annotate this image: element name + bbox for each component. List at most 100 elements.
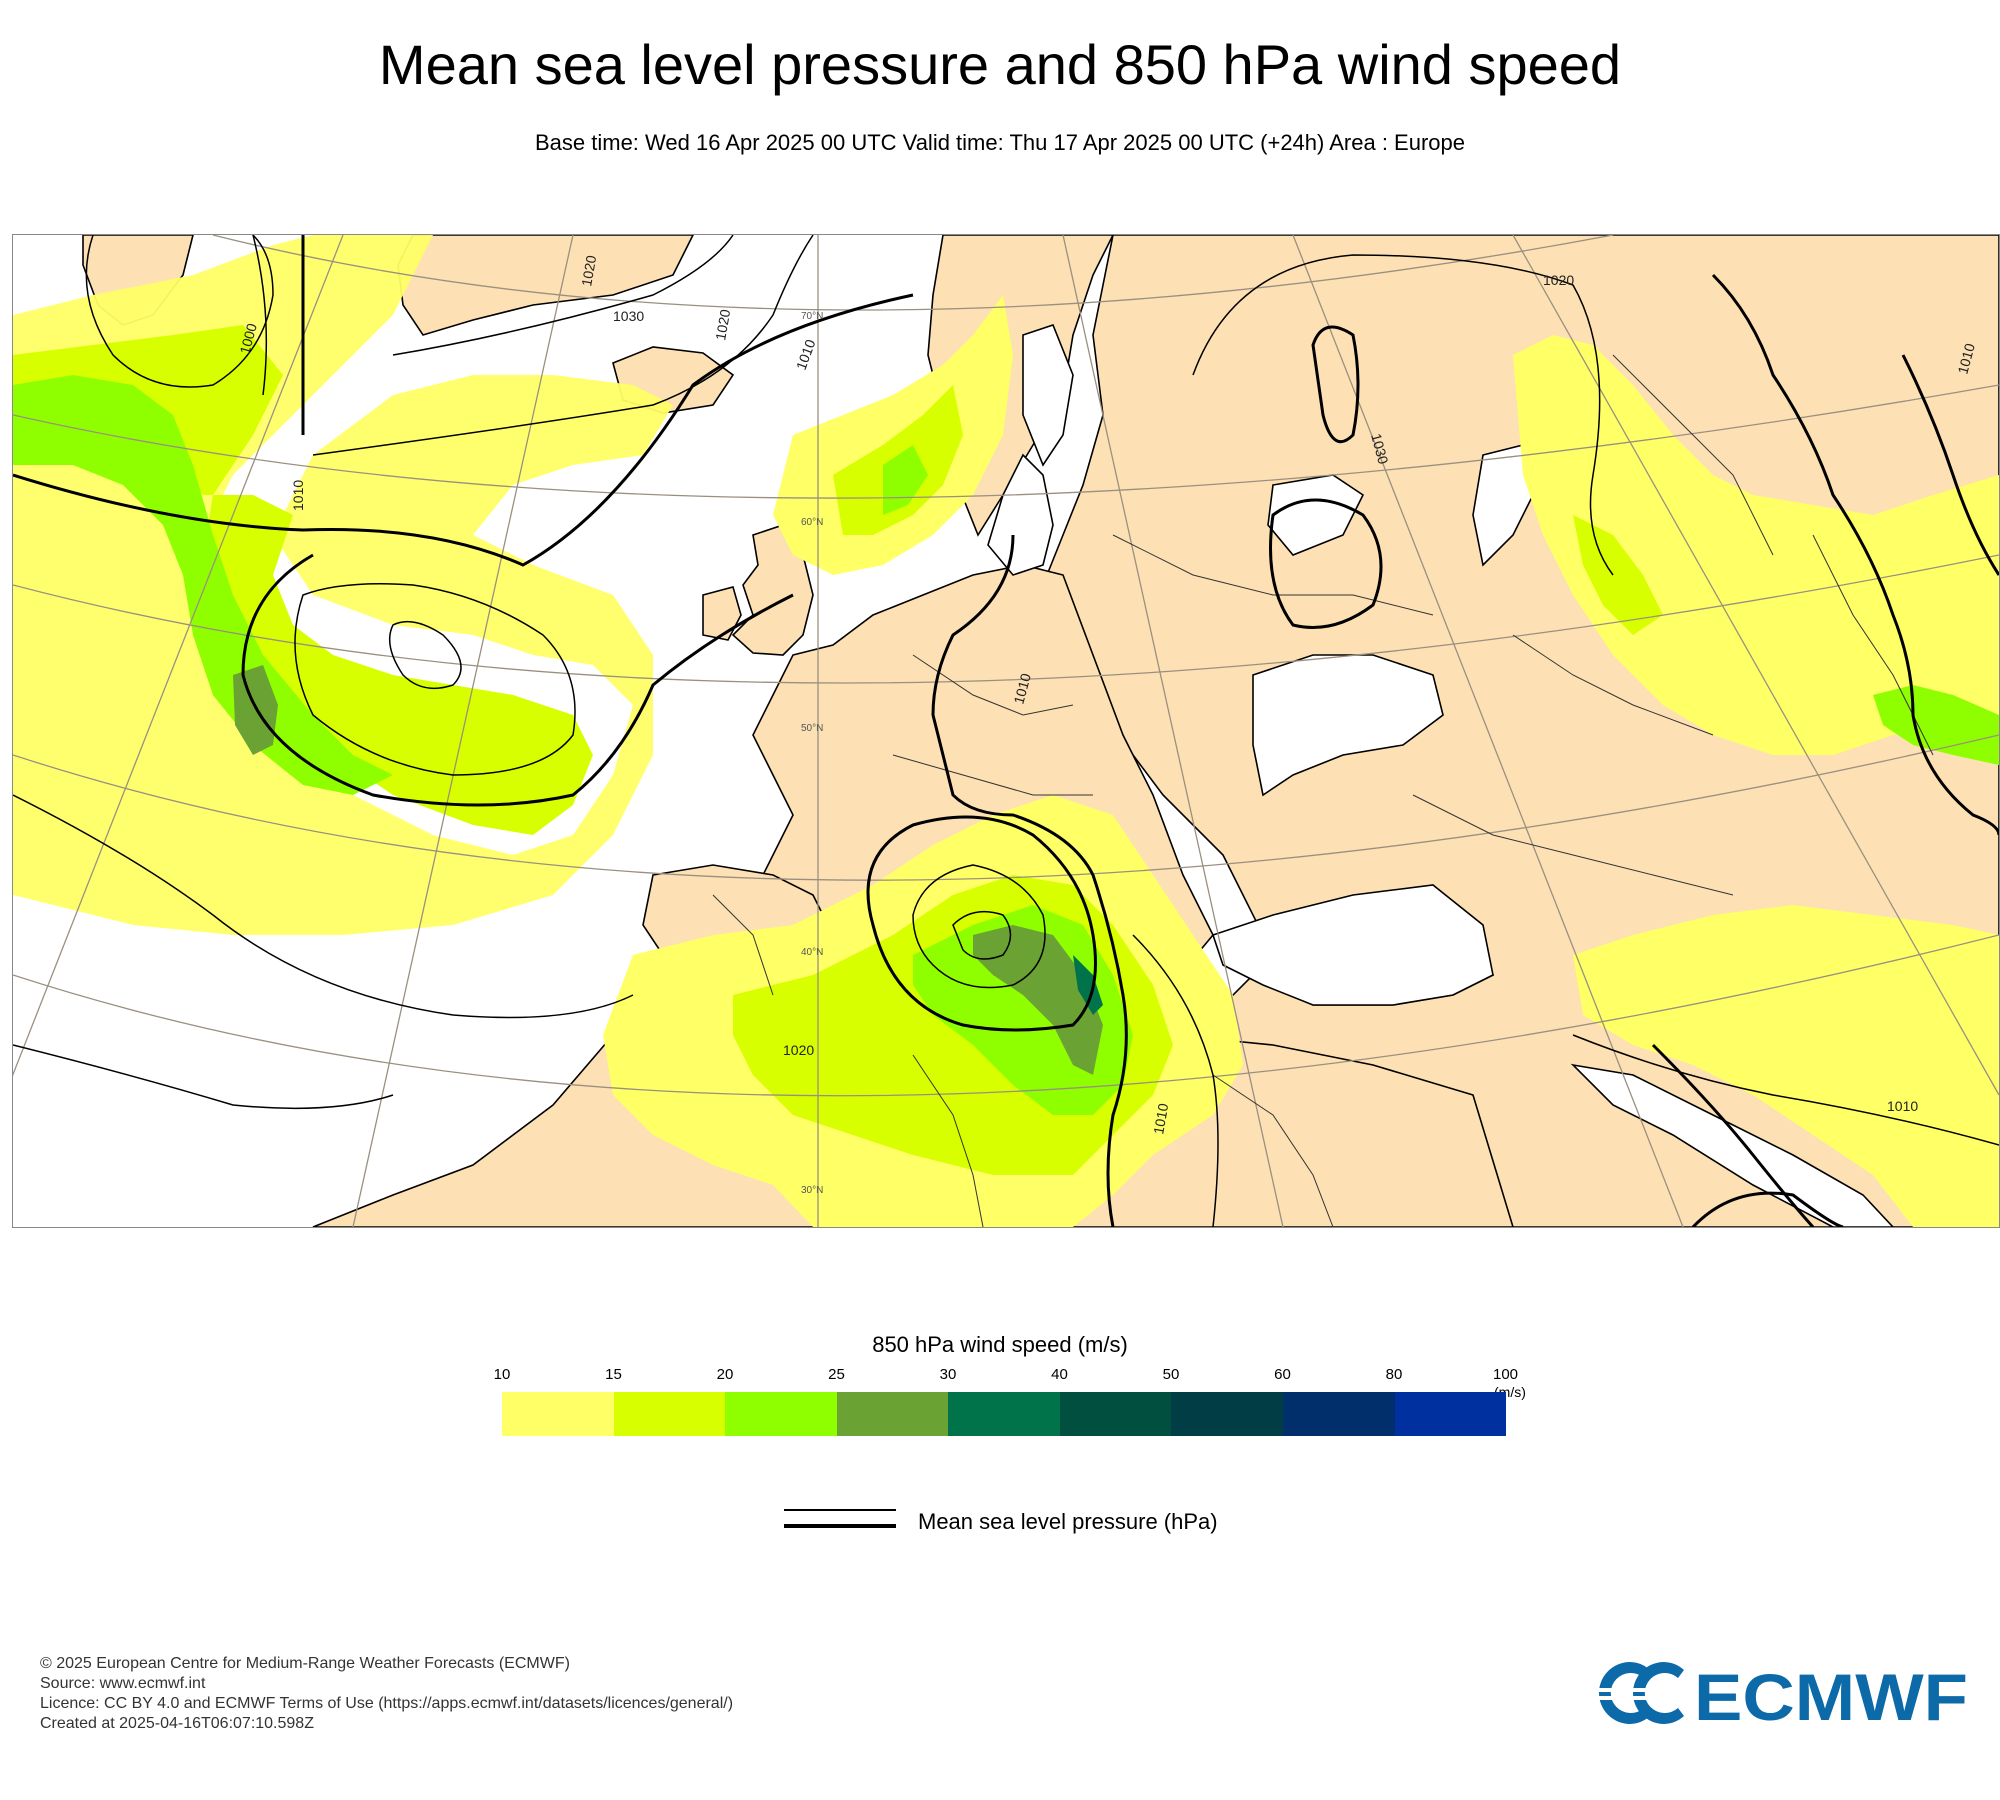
colorbar-swatch bbox=[1171, 1392, 1283, 1436]
ecmwf-logo-text: ECMWF bbox=[1694, 1660, 1968, 1728]
border-line bbox=[1412, 794, 1734, 896]
isobar-south-1010 bbox=[1132, 934, 1219, 1227]
isobar-low-core bbox=[388, 620, 462, 690]
isobar-1020-west bbox=[13, 794, 634, 1019]
colorbar-tick: 40 bbox=[1051, 1366, 1068, 1383]
colorbar-swatch bbox=[725, 1392, 837, 1436]
colorbar-tick: 25 bbox=[828, 1366, 845, 1383]
colorbar-swatch bbox=[1282, 1392, 1395, 1436]
country-borders bbox=[712, 354, 1934, 1227]
wind-med-30 bbox=[1073, 955, 1103, 1015]
isobar-label: 1010 bbox=[1887, 1098, 1918, 1114]
sea-baltic bbox=[987, 453, 1054, 576]
wind-scand-10 bbox=[773, 295, 1013, 575]
isobar-label: 1000 bbox=[236, 321, 260, 355]
wind-east-20 bbox=[1873, 685, 1999, 765]
colorbar-swatch bbox=[948, 1392, 1060, 1436]
wind-band-20 bbox=[13, 375, 393, 795]
isobar-mideast-2 bbox=[1572, 1034, 1999, 1146]
border-line bbox=[1112, 534, 1434, 616]
isobar-label: 1010 bbox=[793, 337, 819, 372]
isobar-east-1 bbox=[1269, 498, 1383, 629]
isobar-1020 bbox=[312, 235, 814, 456]
isobar-1030-west bbox=[13, 1044, 394, 1110]
border-line bbox=[1212, 1074, 1334, 1227]
isobar-label: 1020 bbox=[783, 1042, 814, 1058]
chart-title: Mean sea level pressure and 850 hPa wind… bbox=[378, 33, 1622, 96]
wind-band-10 bbox=[13, 235, 673, 935]
isobar-label: 1020 bbox=[712, 308, 733, 342]
colorbar-ticks: 10 15 20 25 30 40 50 60 80 100 bbox=[494, 1366, 1602, 1386]
border-line bbox=[892, 754, 1093, 796]
pressure-legend: Mean sea level pressure (hPa) bbox=[782, 1504, 1382, 1544]
isobar-label-layer: 1030 1020 1010 1000 1010 1010 1020 1030 … bbox=[236, 254, 1978, 1136]
europe-map: 1030 1020 1010 1000 1010 1010 1020 1030 … bbox=[13, 235, 1999, 1227]
isobar-greenland-low bbox=[85, 235, 274, 388]
colorbar-tick: 60 bbox=[1274, 1366, 1291, 1383]
isobar-label: 1020 bbox=[1543, 272, 1574, 288]
colorbar-swatch bbox=[502, 1392, 614, 1436]
isobar-label: 1010 bbox=[1010, 671, 1034, 705]
lat-label-40n: 40°N bbox=[801, 947, 823, 958]
footer-copyright: © 2025 European Centre for Medium-Range … bbox=[40, 1655, 570, 1672]
isobar-label: 1010 bbox=[1150, 1102, 1171, 1136]
sea-layer bbox=[822, 324, 1895, 1227]
isobar-label: 1010 bbox=[1954, 341, 1978, 375]
colorbar-tick: 80 bbox=[1385, 1366, 1403, 1383]
parallel-40n bbox=[13, 734, 1999, 881]
ecmwf-logo-mark bbox=[1598, 1662, 1684, 1724]
isobar-mideast-1010 bbox=[1651, 1043, 1815, 1227]
isobar-1010-low bbox=[241, 553, 794, 807]
border-line bbox=[1612, 354, 1774, 556]
meridian-w10 bbox=[352, 235, 574, 1227]
border-line bbox=[1512, 634, 1714, 736]
border-line bbox=[912, 1054, 984, 1227]
parallel-70n bbox=[212, 235, 1614, 311]
sea-mediterranean-east bbox=[1211, 884, 1494, 1006]
colorbar-tick: 50 bbox=[1162, 1366, 1180, 1383]
lat-label-50n: 50°N bbox=[801, 723, 823, 734]
isobar-italy-core bbox=[952, 910, 1012, 960]
latitude-label-layer: 70°N 60°N 50°N 40°N 30°N bbox=[801, 311, 823, 1196]
isobar-1030 bbox=[392, 235, 734, 356]
footer-credits: © 2025 European Centre for Medium-Range … bbox=[40, 1654, 733, 1734]
lat-label-60n: 60°N bbox=[801, 517, 823, 528]
border-line bbox=[912, 654, 1074, 716]
colorbar-tick: 10 bbox=[493, 1366, 511, 1383]
isobar-1010-north bbox=[13, 293, 914, 567]
meridian-e50 bbox=[1512, 235, 1999, 1096]
isobar-label: 1010 bbox=[290, 480, 306, 511]
colorbar bbox=[502, 1392, 1507, 1436]
wind-band-15 bbox=[13, 325, 593, 835]
pressure-legend-label: Mean sea level pressure (hPa) bbox=[918, 1509, 1218, 1534]
parallel-60n bbox=[13, 384, 1999, 499]
colorbar-swatch bbox=[836, 1392, 949, 1436]
colorbar-swatch bbox=[1059, 1392, 1172, 1436]
land-greenland-east bbox=[397, 235, 694, 336]
isobar-label: 1030 bbox=[613, 308, 644, 324]
footer-created: Created at 2025-04-16T06:07:10.598Z bbox=[40, 1715, 314, 1732]
colorbar-tick: 100 bbox=[1492, 1366, 1519, 1383]
sea-gulf-bothnia bbox=[1022, 324, 1074, 467]
colorbar-title: 850 hPa wind speed (m/s) bbox=[872, 1332, 1128, 1357]
isobar-east-2 bbox=[1711, 273, 1999, 836]
meridian-w30 bbox=[13, 235, 344, 1077]
isobar-1000 bbox=[294, 583, 576, 776]
isobar-1000-greenland bbox=[252, 235, 268, 396]
isobar-mideast-3 bbox=[1691, 1191, 1844, 1227]
isobar-italy-inner bbox=[912, 864, 1046, 989]
footer-licence: Licence: CC BY 4.0 and ECMWF Terms of Us… bbox=[40, 1695, 734, 1712]
wind-east-10 bbox=[1513, 335, 1999, 755]
isobars bbox=[13, 235, 1999, 1227]
isobar-europe-1010 bbox=[931, 534, 1128, 1227]
isobar-east-3 bbox=[1901, 354, 1999, 576]
chart-subtitle: Base time: Wed 16 Apr 2025 00 UTC Valid … bbox=[534, 130, 1465, 155]
isobar-label: 1030 bbox=[1368, 432, 1392, 466]
colorbar-tick: 15 bbox=[605, 1366, 622, 1383]
wind-east-15 bbox=[1573, 515, 1663, 635]
sea-red-sea bbox=[1570, 1063, 1895, 1227]
map-panel: 1030 1020 1010 1000 1010 1010 1020 1030 … bbox=[12, 234, 2000, 1228]
colorbar-tick: 20 bbox=[716, 1366, 734, 1383]
wind-med-25 bbox=[973, 925, 1103, 1075]
isobar-1030-east bbox=[1311, 325, 1360, 444]
